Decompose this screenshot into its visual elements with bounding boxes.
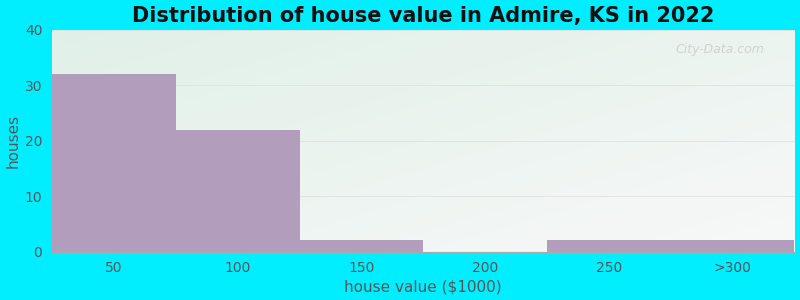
Bar xyxy=(52,74,176,252)
Y-axis label: houses: houses xyxy=(6,114,21,168)
Bar xyxy=(176,130,299,252)
Bar xyxy=(299,241,423,252)
Text: City-Data.com: City-Data.com xyxy=(676,43,765,56)
X-axis label: house value ($1000): house value ($1000) xyxy=(345,279,502,294)
Bar xyxy=(547,241,670,252)
Bar xyxy=(670,241,794,252)
Title: Distribution of house value in Admire, KS in 2022: Distribution of house value in Admire, K… xyxy=(132,6,714,26)
